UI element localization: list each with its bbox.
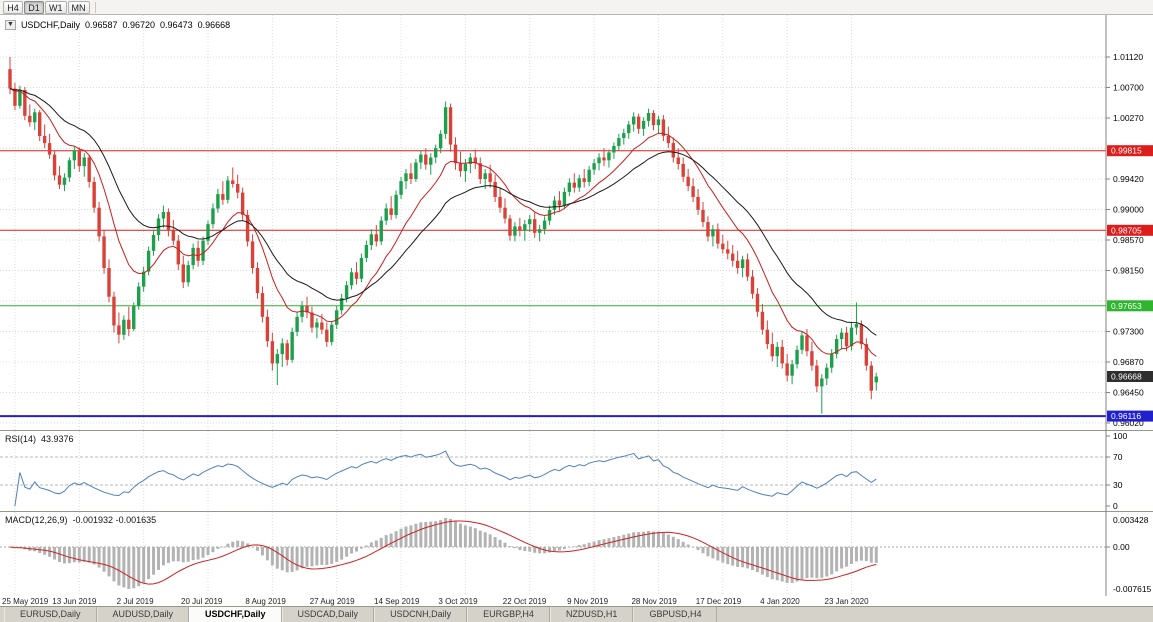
tab-eurusd-daily[interactable]: EURUSD,Daily — [4, 607, 97, 622]
svg-text:0: 0 — [1113, 501, 1118, 511]
chart-title: ▼ USDCHF,Daily 0.96587 0.96720 0.96473 0… — [5, 20, 230, 30]
svg-text:-0.007615: -0.007615 — [1113, 584, 1152, 594]
macd-indicator-panel[interactable]: 0.003428 0.00 -0.007615 MACD(12,26,9) -0.0… — [0, 511, 1153, 596]
svg-text:1.01120: 1.01120 — [1113, 52, 1143, 62]
date-label: 14 Sep 2019 — [374, 597, 420, 606]
rsi-canvas[interactable]: 100 70 30 0 — [0, 430, 1153, 511]
svg-text:0.98705: 0.98705 — [1111, 225, 1142, 235]
date-label: 17 Dec 2019 — [695, 597, 742, 606]
timeframe-mn-button[interactable]: MN — [67, 0, 90, 14]
rsi-name: RSI(14) — [5, 434, 37, 444]
date-label: 13 Jun 2019 — [52, 597, 97, 606]
svg-text:30: 30 — [1113, 480, 1123, 490]
date-label: 27 Aug 2019 — [309, 597, 355, 606]
svg-text:100: 100 — [1113, 431, 1127, 441]
date-label: 20 Jul 2019 — [181, 597, 223, 606]
tab-usdcnh-daily[interactable]: USDCNH,Daily — [374, 607, 468, 622]
macd-label: MACD(12,26,9) -0.001932 -0.001635 — [5, 515, 156, 525]
svg-text:0.96870: 0.96870 — [1113, 357, 1144, 367]
svg-text:1.00270: 1.00270 — [1113, 113, 1144, 123]
ohlc-low-value: 0.96473 — [160, 20, 193, 30]
tab-audusd-daily[interactable]: AUDUSD,Daily — [96, 607, 190, 622]
macd-value: -0.001932 -0.001635 — [72, 515, 157, 525]
main-chart-panel[interactable]: 1.01120 1.00700 1.00270 0.99420 0.99000 0.985… — [0, 15, 1153, 430]
date-label: 23 Jan 2020 — [824, 597, 869, 606]
timeframe-h4-button[interactable]: H4 — [3, 0, 23, 14]
svg-text:0.98150: 0.98150 — [1113, 266, 1144, 276]
rsi-indicator-panel[interactable]: 100 70 30 0 RSI(14) 43.9376 — [0, 430, 1153, 511]
svg-text:0.96668: 0.96668 — [1111, 372, 1142, 382]
date-label: 3 Oct 2019 — [438, 597, 478, 606]
tab-gbpusd-h4[interactable]: GBPUSD,H4 — [633, 607, 718, 622]
date-label: 4 Jan 2020 — [760, 597, 800, 606]
tab-eurgbp-h4[interactable]: EURGBP,H4 — [467, 607, 550, 622]
svg-text:0.97653: 0.97653 — [1111, 301, 1142, 311]
timeframe-toolbar: H4 D1 W1 MN — [0, 0, 1153, 15]
chart-collapse-icon[interactable]: ▼ — [5, 20, 16, 30]
date-label: 22 Oct 2019 — [502, 597, 547, 606]
tab-usdchf-daily[interactable]: USDCHF,Daily — [189, 607, 282, 622]
tab-nzdusd-h1[interactable]: NZDUSD,H1 — [549, 607, 634, 622]
macd-canvas[interactable]: 0.003428 0.00 -0.007615 — [0, 511, 1153, 596]
date-label: 9 Nov 2019 — [567, 597, 609, 606]
chart-tabs-bar: EURUSD,Daily AUDUSD,Daily USDCHF,Daily U… — [0, 606, 1153, 622]
chart-symbol-label: USDCHF,Daily — [20, 20, 80, 30]
date-label: 28 Nov 2019 — [631, 597, 677, 606]
svg-text:0.003428: 0.003428 — [1113, 515, 1149, 525]
timeframe-d1-button[interactable]: D1 — [24, 0, 44, 14]
svg-text:0.99420: 0.99420 — [1113, 174, 1144, 184]
svg-text:70: 70 — [1113, 452, 1123, 462]
date-label: 8 Aug 2019 — [245, 597, 286, 606]
price-chart-canvas[interactable]: 1.01120 1.00700 1.00270 0.99420 0.99000 0.985… — [0, 15, 1153, 430]
ohlc-high-value: 0.96720 — [122, 20, 156, 30]
svg-text:0.97300: 0.97300 — [1113, 327, 1144, 337]
svg-text:0.99000: 0.99000 — [1113, 205, 1144, 215]
svg-text:0.98570: 0.98570 — [1113, 235, 1144, 245]
toolbar-separator — [94, 1, 96, 13]
date-label: 25 May 2019 — [2, 597, 49, 606]
svg-text:0.96450: 0.96450 — [1113, 388, 1144, 398]
svg-text:0.96116: 0.96116 — [1111, 411, 1141, 421]
rsi-label: RSI(14) 43.9376 — [5, 434, 74, 444]
svg-text:0.00: 0.00 — [1113, 542, 1130, 552]
time-axis: 25 May 2019 13 Jun 2019 2 Jul 2019 20 Jul 2… — [0, 596, 1153, 606]
tab-usdcad-daily[interactable]: USDCAD,Daily — [281, 607, 375, 622]
ohlc-close-value: 0.96668 — [197, 20, 231, 30]
svg-text:0.99815: 0.99815 — [1111, 146, 1142, 156]
date-label: 2 Jul 2019 — [116, 597, 154, 606]
ohlc-open-value: 0.96587 — [84, 20, 118, 30]
svg-text:1.00700: 1.00700 — [1113, 83, 1144, 93]
rsi-value: 43.9376 — [41, 434, 74, 444]
macd-name: MACD(12,26,9) — [5, 515, 68, 525]
svg-text:0.96020: 0.96020 — [1113, 418, 1144, 428]
timeframe-w1-button[interactable]: W1 — [45, 0, 67, 14]
